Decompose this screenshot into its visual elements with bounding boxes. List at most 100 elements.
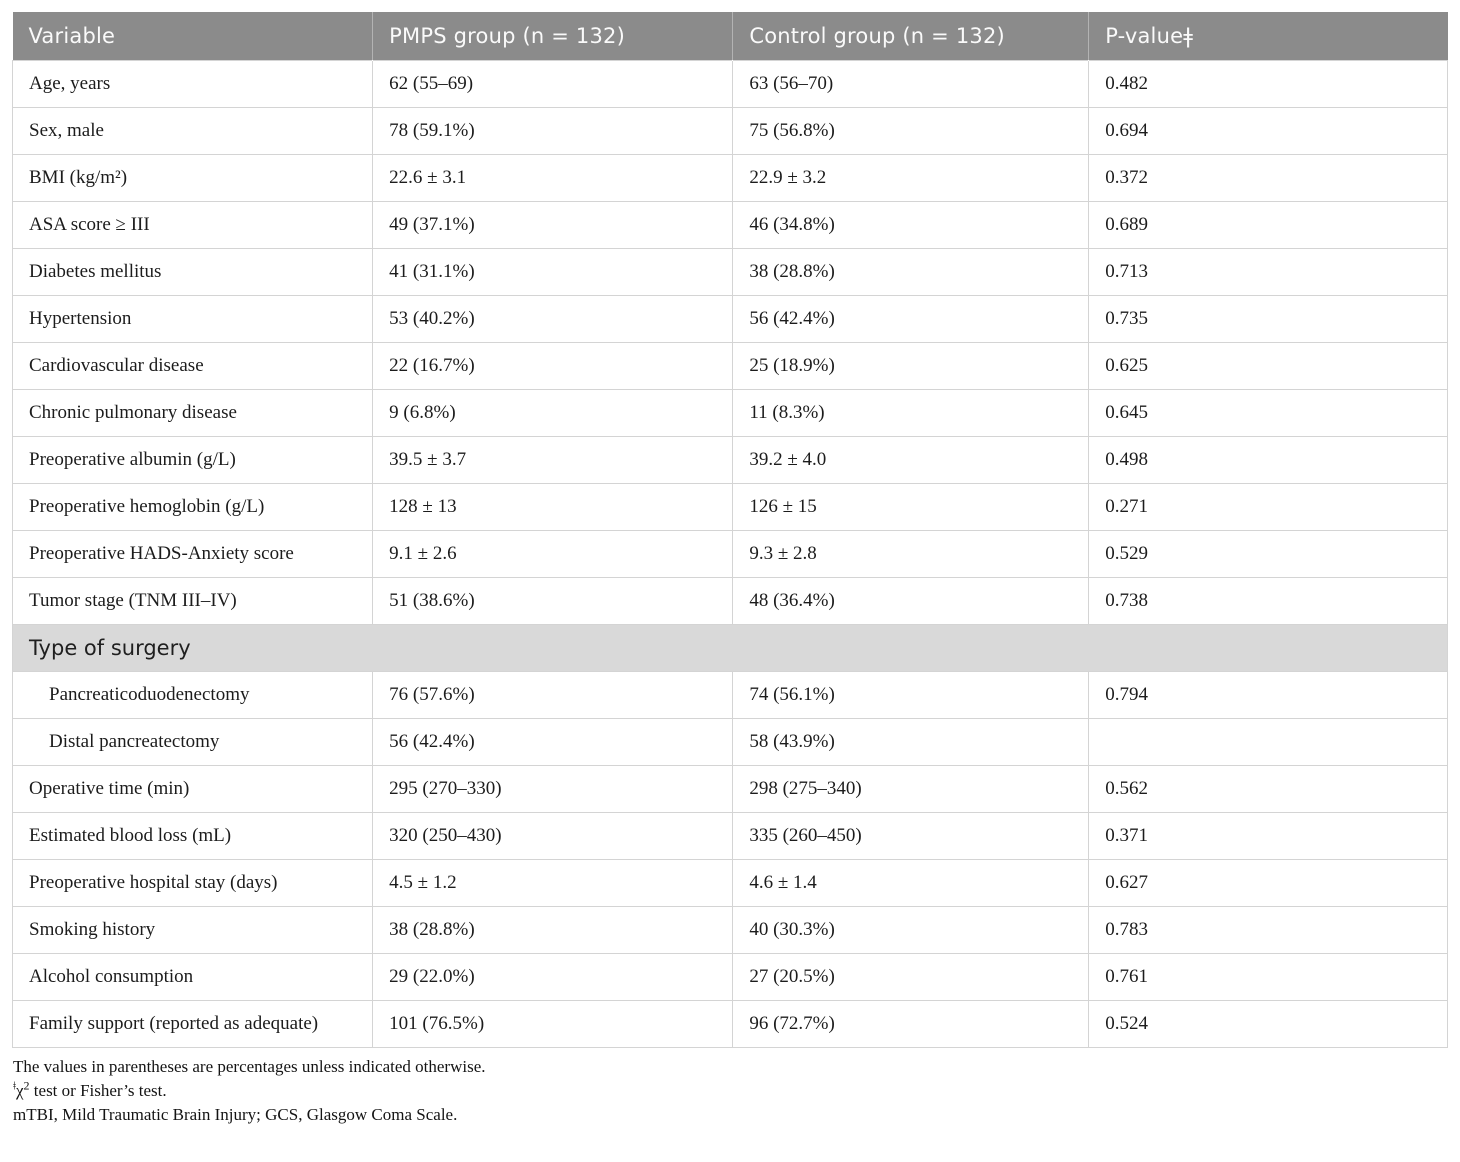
row-label: Distal pancreatectomy bbox=[11, 717, 374, 766]
row-label: Hypertension bbox=[11, 294, 374, 343]
row-label: Age, years bbox=[11, 59, 374, 108]
cell-p-value: 0.529 bbox=[1088, 529, 1448, 578]
cell-pmps: 22.6 ± 3.1 bbox=[372, 153, 734, 202]
cell-p-value: 0.783 bbox=[1088, 905, 1448, 954]
cell-pmps: 128 ± 13 bbox=[372, 482, 734, 531]
column-header-variable: Variable bbox=[12, 12, 374, 60]
cell-control: 126 ± 15 bbox=[732, 482, 1090, 531]
cell-pmps: 320 (250–430) bbox=[372, 811, 734, 860]
table-row: Tumor stage (TNM III–IV) 51 (38.6%) 48 (… bbox=[11, 576, 1448, 625]
cell-p-value: 0.562 bbox=[1088, 764, 1448, 813]
row-label: Pancreaticoduodenectomy bbox=[11, 670, 374, 719]
cell-p-value: 0.524 bbox=[1088, 999, 1448, 1048]
table-row: Sex, male 78 (59.1%) 75 (56.8%) 0.694 bbox=[11, 106, 1448, 155]
cell-p-value: 0.271 bbox=[1088, 482, 1448, 531]
footnote-statistical-test: ǂχ2 test or Fisher’s test. bbox=[13, 1078, 1448, 1102]
header-row: Variable PMPS group (n = 132) Control gr… bbox=[12, 12, 1448, 60]
row-label: Alcohol consumption bbox=[11, 952, 374, 1001]
table-row: Cardiovascular disease 22 (16.7%) 25 (18… bbox=[11, 341, 1448, 390]
cell-p-value: 0.738 bbox=[1088, 576, 1448, 625]
cell-p-value: 0.735 bbox=[1088, 294, 1448, 343]
cell-p-value: 0.498 bbox=[1088, 435, 1448, 484]
cell-pmps: 62 (55–69) bbox=[372, 59, 734, 108]
cell-pmps: 41 (31.1%) bbox=[372, 247, 734, 296]
cell-control: 38 (28.8%) bbox=[732, 247, 1090, 296]
section-row-type-of-surgery: Type of surgery bbox=[12, 623, 1448, 672]
row-label: Sex, male bbox=[11, 106, 374, 155]
cell-pmps: 9 (6.8%) bbox=[372, 388, 734, 437]
table-row: Preoperative hospital stay (days) 4.5 ± … bbox=[11, 858, 1448, 907]
cell-control: 9.3 ± 2.8 bbox=[732, 529, 1090, 578]
cell-p-value: 0.761 bbox=[1088, 952, 1448, 1001]
footnote-chi: χ bbox=[16, 1080, 24, 1100]
cell-pmps: 39.5 ± 3.7 bbox=[372, 435, 734, 484]
cell-control: 48 (36.4%) bbox=[732, 576, 1090, 625]
cell-control: 298 (275–340) bbox=[732, 764, 1090, 813]
cell-control: 75 (56.8%) bbox=[732, 106, 1090, 155]
row-label: BMI (kg/m²) bbox=[11, 153, 374, 202]
row-label: Cardiovascular disease bbox=[11, 341, 374, 390]
footnotes: The values in parentheses are percentage… bbox=[12, 1056, 1448, 1127]
section-label: Type of surgery bbox=[12, 623, 1448, 672]
cell-control: 40 (30.3%) bbox=[732, 905, 1090, 954]
row-label: Diabetes mellitus bbox=[11, 247, 374, 296]
cell-control: 4.6 ± 1.4 bbox=[732, 858, 1090, 907]
row-label: Tumor stage (TNM III–IV) bbox=[11, 576, 374, 625]
footnote-test-text: test or Fisher’s test. bbox=[29, 1080, 167, 1100]
table-row: Pancreaticoduodenectomy 76 (57.6%) 74 (5… bbox=[11, 670, 1448, 719]
footnote-chi-exponent: 2 bbox=[23, 1078, 30, 1093]
cell-control: 58 (43.9%) bbox=[732, 717, 1090, 766]
cell-p-value: 0.713 bbox=[1088, 247, 1448, 296]
row-label: Smoking history bbox=[11, 905, 374, 954]
cell-pmps: 9.1 ± 2.6 bbox=[372, 529, 734, 578]
column-header-p-value: P-valueǂ bbox=[1088, 12, 1448, 60]
cell-pmps: 22 (16.7%) bbox=[372, 341, 734, 390]
table-row: Estimated blood loss (mL) 320 (250–430) … bbox=[11, 811, 1448, 860]
cell-pmps: 53 (40.2%) bbox=[372, 294, 734, 343]
row-label: Preoperative albumin (g/L) bbox=[11, 435, 374, 484]
cell-p-value: 0.645 bbox=[1088, 388, 1448, 437]
footnote-percentages: The values in parentheses are percentage… bbox=[13, 1056, 486, 1076]
cell-control: 96 (72.7%) bbox=[732, 999, 1090, 1048]
cell-pmps: 51 (38.6%) bbox=[372, 576, 734, 625]
cell-p-value: 0.794 bbox=[1088, 670, 1448, 719]
cell-control: 74 (56.1%) bbox=[732, 670, 1090, 719]
cell-p-value: 0.625 bbox=[1088, 341, 1448, 390]
cell-control: 56 (42.4%) bbox=[732, 294, 1090, 343]
cell-pmps: 29 (22.0%) bbox=[372, 952, 734, 1001]
table-row: BMI (kg/m²) 22.6 ± 3.1 22.9 ± 3.2 0.372 bbox=[11, 153, 1448, 202]
cell-control: 25 (18.9%) bbox=[732, 341, 1090, 390]
table-row: Smoking history 38 (28.8%) 40 (30.3%) 0.… bbox=[11, 905, 1448, 954]
row-label: Operative time (min) bbox=[11, 764, 374, 813]
cell-pmps: 76 (57.6%) bbox=[372, 670, 734, 719]
row-label: Chronic pulmonary disease bbox=[11, 388, 374, 437]
table-row: Hypertension 53 (40.2%) 56 (42.4%) 0.735 bbox=[11, 294, 1448, 343]
table-row: Operative time (min) 295 (270–330) 298 (… bbox=[11, 764, 1448, 813]
cell-p-value: 0.371 bbox=[1088, 811, 1448, 860]
cell-control: 11 (8.3%) bbox=[732, 388, 1090, 437]
cell-control: 27 (20.5%) bbox=[732, 952, 1090, 1001]
column-header-pmps-group: PMPS group (n = 132) bbox=[372, 12, 734, 60]
cell-p-value: 0.372 bbox=[1088, 153, 1448, 202]
cell-p-value bbox=[1088, 717, 1448, 766]
table-row: Family support (reported as adequate) 10… bbox=[11, 999, 1448, 1048]
cell-pmps: 4.5 ± 1.2 bbox=[372, 858, 734, 907]
footnote-dagger-symbol: ǂ bbox=[13, 1078, 16, 1093]
cell-control: 46 (34.8%) bbox=[732, 200, 1090, 249]
row-label: ASA score ≥ III bbox=[11, 200, 374, 249]
cell-control: 63 (56–70) bbox=[732, 59, 1090, 108]
cell-pmps: 295 (270–330) bbox=[372, 764, 734, 813]
footnote-abbreviations: mTBI, Mild Traumatic Brain Injury; GCS, … bbox=[13, 1105, 458, 1125]
cell-control: 22.9 ± 3.2 bbox=[732, 153, 1090, 202]
table-row: Chronic pulmonary disease 9 (6.8%) 11 (8… bbox=[11, 388, 1448, 437]
cell-control: 39.2 ± 4.0 bbox=[732, 435, 1090, 484]
page: Variable PMPS group (n = 132) Control gr… bbox=[11, 12, 1448, 1127]
table-row: Preoperative albumin (g/L) 39.5 ± 3.7 39… bbox=[11, 435, 1448, 484]
cell-pmps: 78 (59.1%) bbox=[372, 106, 734, 155]
cell-p-value: 0.689 bbox=[1088, 200, 1448, 249]
baseline-characteristics-table: Variable PMPS group (n = 132) Control gr… bbox=[11, 12, 1448, 1048]
table-row: Distal pancreatectomy 56 (42.4%) 58 (43.… bbox=[11, 717, 1448, 766]
cell-control: 335 (260–450) bbox=[732, 811, 1090, 860]
column-header-control-group: Control group (n = 132) bbox=[732, 12, 1090, 60]
cell-pmps: 101 (76.5%) bbox=[372, 999, 734, 1048]
